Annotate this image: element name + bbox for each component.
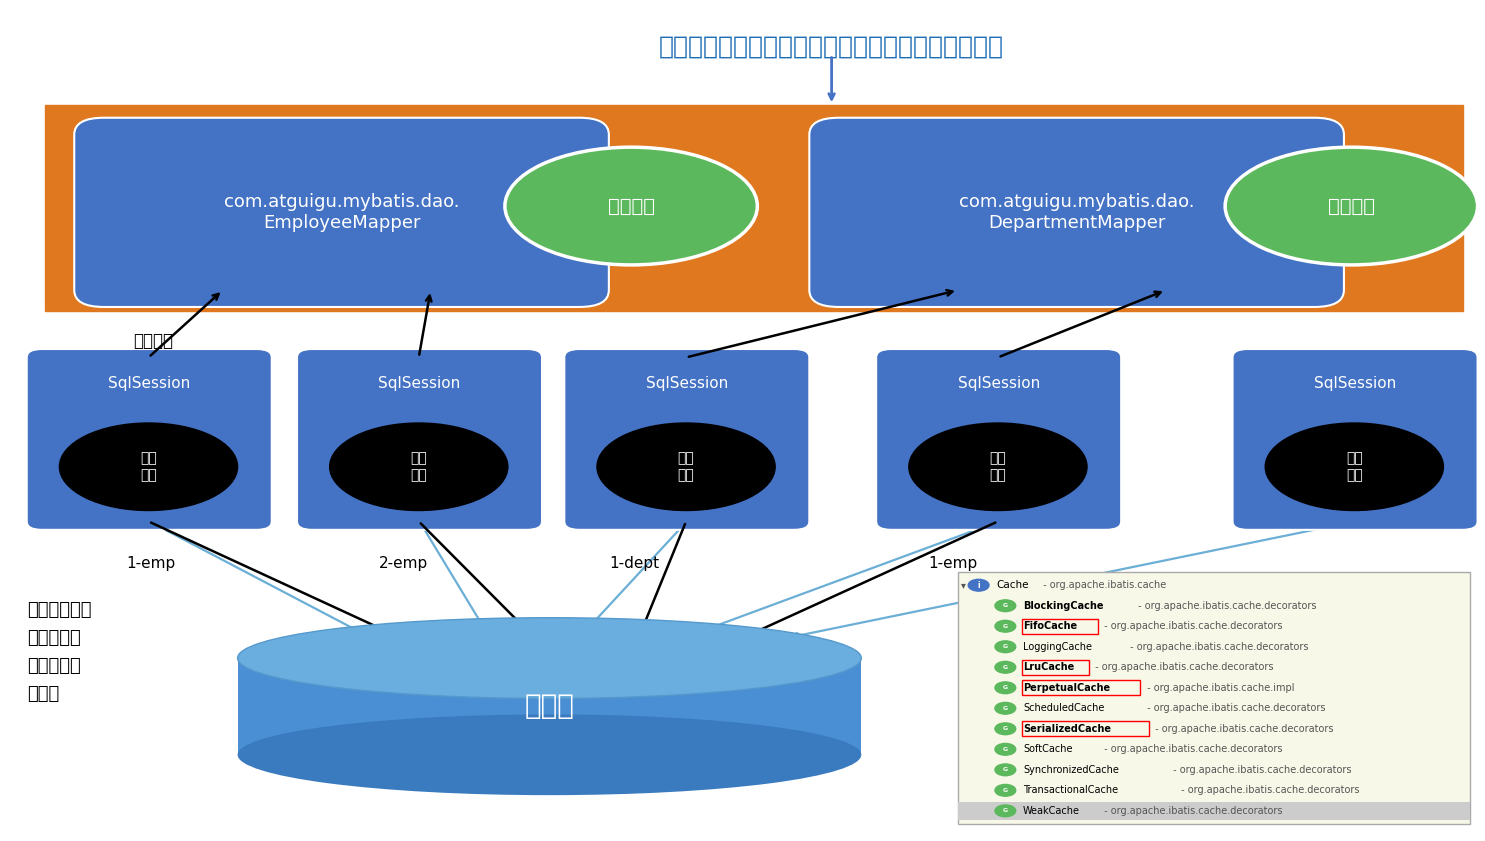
Circle shape [995,600,1016,611]
Circle shape [968,579,989,591]
Text: 一级
缓存: 一级 缓存 [989,452,1007,482]
Text: - org.apache.ibatis.cache.decorators: - org.apache.ibatis.cache.decorators [1100,621,1282,632]
Text: Cache: Cache [996,580,1029,590]
Text: com.atguigu.mybatis.dao.
EmployeeMapper: com.atguigu.mybatis.dao. EmployeeMapper [224,193,459,232]
Text: 一级
缓存: 一级 缓存 [1345,452,1363,482]
FancyBboxPatch shape [564,349,809,530]
Circle shape [995,764,1016,775]
Text: 会话关闭: 会话关闭 [134,331,174,350]
Text: SqlSession: SqlSession [1314,376,1396,391]
Text: 数据库: 数据库 [524,692,575,721]
Text: 二级缓存: 二级缓存 [607,197,655,215]
Circle shape [995,743,1016,755]
Ellipse shape [238,617,861,698]
Circle shape [995,702,1016,714]
Text: SerializedCache: SerializedCache [1023,724,1111,734]
Circle shape [995,621,1016,632]
Text: SqlSession: SqlSession [958,376,1040,391]
Text: - org.apache.ibatis.cache.decorators: - org.apache.ibatis.cache.decorators [1152,724,1334,734]
Text: G: G [1002,767,1008,772]
Text: - org.apache.ibatis.cache.decorators: - org.apache.ibatis.cache.decorators [1170,764,1351,775]
Text: G: G [1002,747,1008,752]
Text: 新会话进入会先去查找二级缓存中是否有对应的数据: 新会话进入会先去查找二级缓存中是否有对应的数据 [659,34,1004,58]
Ellipse shape [909,423,1087,510]
FancyBboxPatch shape [74,118,609,307]
Text: G: G [1002,664,1008,669]
Text: PerpetualCache: PerpetualCache [1023,683,1111,693]
Text: ScheduledCache: ScheduledCache [1023,703,1105,713]
FancyBboxPatch shape [1233,349,1478,530]
Text: ▾: ▾ [961,580,965,590]
Circle shape [995,661,1016,673]
Ellipse shape [330,423,508,510]
Text: G: G [1002,624,1008,629]
Text: G: G [1002,808,1008,813]
Text: 一级
缓存: 一级 缓存 [410,452,428,482]
Text: LoggingCache: LoggingCache [1023,642,1091,652]
Text: 1-emp: 1-emp [126,556,175,571]
Text: 2-emp: 2-emp [379,556,428,571]
FancyBboxPatch shape [809,118,1344,307]
Ellipse shape [1225,147,1478,265]
Circle shape [995,805,1016,817]
Circle shape [995,723,1016,735]
Text: G: G [1002,727,1008,732]
Text: G: G [1002,685,1008,690]
Text: G: G [1002,706,1008,711]
Text: FifoCache: FifoCache [1023,621,1077,632]
Text: SqlSession: SqlSession [108,376,190,391]
Text: - org.apache.ibatis.cache.decorators: - org.apache.ibatis.cache.decorators [1135,600,1317,611]
Text: i: i [977,581,980,590]
Text: - org.apache.ibatis.cache.impl: - org.apache.ibatis.cache.impl [1143,683,1295,693]
Bar [238,658,861,755]
Circle shape [995,682,1016,694]
Ellipse shape [238,715,861,796]
FancyBboxPatch shape [876,349,1121,530]
Text: 一级
缓存: 一级 缓存 [677,452,695,482]
FancyBboxPatch shape [27,349,272,530]
Text: - org.apache.ibatis.cache.decorators: - org.apache.ibatis.cache.decorators [1178,785,1360,796]
Ellipse shape [59,423,238,510]
Text: - org.apache.ibatis.cache.decorators: - org.apache.ibatis.cache.decorators [1100,744,1282,754]
Text: SoftCache: SoftCache [1023,744,1072,754]
Text: - org.apache.ibatis.cache.decorators: - org.apache.ibatis.cache.decorators [1100,806,1282,816]
Circle shape [995,641,1016,653]
Text: 1-emp: 1-emp [928,556,977,571]
Text: WeakCache: WeakCache [1023,806,1080,816]
Bar [958,801,1470,820]
Text: com.atguigu.mybatis.dao.
DepartmentMapper: com.atguigu.mybatis.dao. DepartmentMappe… [959,193,1194,232]
Text: SqlSession: SqlSession [379,376,460,391]
Text: BlockingCache: BlockingCache [1023,600,1103,611]
Text: LruCache: LruCache [1023,662,1075,672]
Text: SynchronizedCache: SynchronizedCache [1023,764,1120,775]
FancyBboxPatch shape [45,105,1463,311]
Text: - org.apache.ibatis.cache.decorators: - org.apache.ibatis.cache.decorators [1143,703,1325,713]
Text: 缓存的顺序：
二级缓存；
一级缓存：
数据库: 缓存的顺序： 二级缓存； 一级缓存： 数据库 [27,601,91,703]
Text: SqlSession: SqlSession [646,376,728,391]
Text: 一级
缓存: 一级 缓存 [140,452,157,482]
Text: - org.apache.ibatis.cache.decorators: - org.apache.ibatis.cache.decorators [1127,642,1308,652]
Text: TransactionalCache: TransactionalCache [1023,785,1118,796]
Text: 二级缓存: 二级缓存 [1328,197,1375,215]
Text: 1-dept: 1-dept [609,556,659,571]
Text: G: G [1002,603,1008,608]
Ellipse shape [1265,423,1443,510]
Ellipse shape [597,423,775,510]
Text: - org.apache.ibatis.cache.decorators: - org.apache.ibatis.cache.decorators [1091,662,1274,672]
Ellipse shape [505,147,757,265]
Text: G: G [1002,644,1008,649]
Text: G: G [1002,788,1008,793]
Circle shape [995,785,1016,796]
FancyBboxPatch shape [958,572,1470,824]
FancyBboxPatch shape [297,349,542,530]
Text: - org.apache.ibatis.cache: - org.apache.ibatis.cache [1040,580,1166,590]
